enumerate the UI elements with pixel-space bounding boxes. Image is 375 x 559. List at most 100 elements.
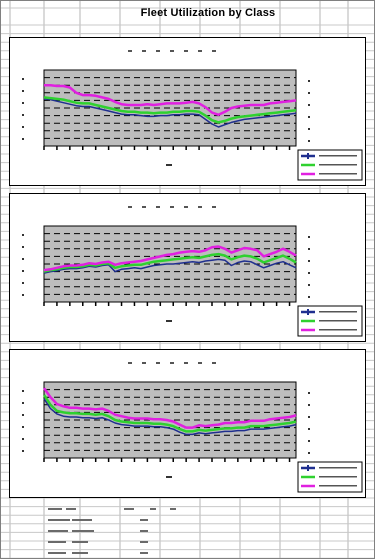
y2-tick-label — [308, 452, 310, 454]
chart-header-text — [184, 50, 188, 52]
chart-header-text — [198, 206, 202, 208]
y-tick-label — [22, 390, 24, 392]
y2-tick-label — [308, 428, 310, 430]
cell-text — [48, 552, 66, 554]
y-tick-label — [22, 438, 24, 440]
legend-entry-text — [319, 476, 357, 478]
y-tick-label — [22, 294, 24, 296]
cell-text — [140, 519, 148, 521]
y-tick-label — [22, 234, 24, 236]
y-tick-label — [22, 402, 24, 404]
chart-header-text — [184, 362, 188, 364]
series-line-3 — [43, 245, 297, 272]
cell-text — [140, 530, 148, 532]
x-axis-label — [166, 476, 172, 478]
y2-tick-label — [308, 80, 310, 82]
y-tick-label — [22, 270, 24, 272]
line-chart-2 — [22, 206, 363, 337]
cell-text — [72, 530, 94, 532]
sheet-title: Fleet Utilization by Class — [140, 7, 276, 19]
y2-tick-label — [308, 272, 310, 274]
y-tick-label — [22, 102, 24, 104]
chart-header-text — [142, 50, 146, 52]
legend-entry-text — [319, 485, 357, 487]
cell-text — [72, 552, 88, 554]
y-tick-label — [22, 90, 24, 92]
legend-entry-text — [319, 173, 357, 175]
legend-entry-text — [319, 320, 357, 322]
series-line-2 — [43, 252, 297, 273]
chart-panel-2[interactable] — [9, 193, 366, 342]
chart-header-text — [212, 50, 216, 52]
cell-text — [48, 541, 66, 543]
chart-header-text — [128, 50, 132, 52]
x-axis-label — [166, 164, 172, 166]
y2-tick-label — [308, 236, 310, 238]
cell-text — [48, 530, 68, 532]
chart-header-text — [156, 50, 160, 52]
chart-header-text — [170, 50, 174, 52]
cell-text — [72, 541, 88, 543]
legend-entry-text — [319, 155, 357, 157]
line-chart-1 — [22, 50, 363, 181]
cell-text — [66, 508, 76, 510]
chart-header-text — [198, 362, 202, 364]
y2-tick-label — [308, 128, 310, 130]
chart-header-text — [156, 362, 160, 364]
y2-tick-label — [308, 440, 310, 442]
legend-entry-text — [319, 329, 357, 331]
y2-tick-label — [308, 104, 310, 106]
y-tick-label — [22, 138, 24, 140]
series-line-1 — [43, 258, 297, 274]
y-tick-label — [22, 414, 24, 416]
legend-entry-text — [319, 164, 357, 166]
chart-header-text — [170, 206, 174, 208]
cell-text — [140, 552, 148, 554]
y-tick-label — [22, 114, 24, 116]
line-chart-3 — [22, 362, 363, 493]
chart-header-text — [128, 206, 132, 208]
chart-header-text — [212, 206, 216, 208]
chart-panel-1[interactable] — [9, 37, 366, 186]
chart-panel-3[interactable] — [9, 349, 366, 498]
y-tick-label — [22, 450, 24, 452]
y2-tick-label — [308, 116, 310, 118]
cell-text — [72, 519, 92, 521]
y2-tick-label — [308, 140, 310, 142]
chart-header-text — [156, 206, 160, 208]
chart-header-text — [170, 362, 174, 364]
legend-entry-text — [319, 311, 357, 313]
x-axis-label — [166, 320, 172, 322]
y2-tick-label — [308, 284, 310, 286]
series-line-2 — [43, 96, 297, 124]
chart-header-text — [142, 362, 146, 364]
series-line-2 — [42, 394, 297, 433]
y-tick-label — [22, 126, 24, 128]
chart-header-text — [184, 206, 188, 208]
y2-tick-label — [308, 296, 310, 298]
y2-tick-label — [308, 392, 310, 394]
cell-text — [124, 508, 134, 510]
chart-header-text — [128, 362, 132, 364]
cell-text — [150, 508, 156, 510]
cell-text — [48, 508, 62, 510]
y2-tick-label — [308, 92, 310, 94]
y-tick-label — [22, 282, 24, 284]
y2-tick-label — [308, 404, 310, 406]
chart-header-text — [212, 362, 216, 364]
y-tick-label — [22, 246, 24, 248]
cell-text — [48, 519, 70, 521]
y-tick-label — [22, 426, 24, 428]
y2-tick-label — [308, 248, 310, 250]
y2-tick-label — [308, 260, 310, 262]
cell-text — [140, 541, 148, 543]
y-tick-label — [22, 78, 24, 80]
chart-header-text — [198, 50, 202, 52]
series-line-1 — [43, 398, 297, 436]
series-line-3 — [44, 83, 297, 117]
cell-text — [170, 508, 176, 510]
y2-tick-label — [308, 416, 310, 418]
y-tick-label — [22, 258, 24, 260]
series-line-1 — [43, 98, 297, 128]
series-line-3 — [42, 387, 297, 429]
